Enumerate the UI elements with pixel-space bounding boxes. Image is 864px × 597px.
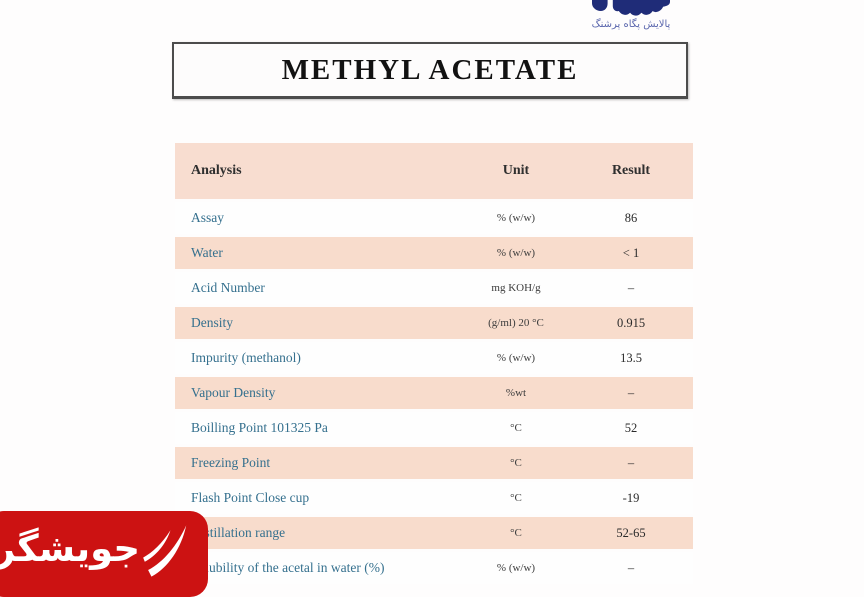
cell-unit: % (w/w) <box>496 247 536 259</box>
watermark-swoosh-icon <box>143 525 187 577</box>
table-row: Acid Number mg KOH/g – <box>175 272 693 304</box>
cell-unit: (g/ml) 20 °C <box>488 317 544 329</box>
table-row: Vapour Density %wt – <box>175 377 693 409</box>
table-row: Freezing Point °C – <box>175 447 693 479</box>
cell-spacer <box>665 377 693 409</box>
title-box: METHYL ACETATE <box>172 42 688 99</box>
table-row: Flash Point Close cup °C -19 <box>175 482 693 514</box>
table-row: Distillation range °C 52-65 <box>175 517 693 549</box>
cell-analysis: Impurity (methanol) <box>191 350 301 365</box>
cell-result: – <box>627 560 635 575</box>
cell-result: 13.5 <box>620 350 642 365</box>
cell-spacer <box>665 342 693 374</box>
header-spacer <box>665 143 693 199</box>
cell-analysis: Water <box>191 245 223 260</box>
table-header-row: Analysis Unit Result <box>175 143 693 199</box>
cell-unit: % (w/w) <box>496 352 536 364</box>
cell-result: – <box>627 385 635 400</box>
cell-unit: % (w/w) <box>496 562 536 574</box>
cell-analysis: Assay <box>191 210 224 225</box>
cell-result: – <box>627 455 635 470</box>
company-logo: پالایش پگاه پرشنگ <box>575 0 687 30</box>
cell-unit: °C <box>510 457 522 469</box>
table-body: Assay % (w/w) 86 Water % (w/w) < 1 Acid … <box>175 202 693 584</box>
cell-analysis: Freezing Point <box>191 455 271 470</box>
cell-unit: % (w/w) <box>496 212 536 224</box>
cell-unit: %wt <box>505 387 527 399</box>
cell-result: – <box>627 280 635 295</box>
company-logo-icon <box>592 0 670 16</box>
cell-spacer <box>665 237 693 269</box>
cell-unit: °C <box>510 527 522 539</box>
document-page: پالایش پگاه پرشنگ METHYL ACETATE Analysi… <box>0 0 693 597</box>
table-row: Water % (w/w) < 1 <box>175 237 693 269</box>
cell-unit: mg KOH/g <box>491 282 541 294</box>
cell-spacer <box>665 552 693 584</box>
cell-unit: °C <box>510 492 522 504</box>
page-title: METHYL ACETATE <box>281 53 579 86</box>
cell-spacer <box>665 482 693 514</box>
cell-analysis: Solubility of the acetal in water (%) <box>191 560 385 575</box>
header-result: Result <box>611 163 651 178</box>
cell-analysis: Flash Point Close cup <box>191 490 310 505</box>
cell-analysis: Density <box>191 315 233 330</box>
cell-spacer <box>665 517 693 549</box>
cell-result: 52-65 <box>616 525 646 540</box>
table-row: Impurity (methanol) % (w/w) 13.5 <box>175 342 693 374</box>
cell-spacer <box>665 202 693 234</box>
cell-result: 0.915 <box>616 315 646 330</box>
cell-result: 52 <box>624 420 638 435</box>
table-row: Boilling Point 101325 Pa °C 52 <box>175 412 693 444</box>
cell-spacer <box>665 412 693 444</box>
cell-unit: °C <box>510 422 522 434</box>
table-row: Solubility of the acetal in water (%) % … <box>175 552 693 584</box>
spec-table: Analysis Unit Result Assay % (w/w) 86 Wa… <box>175 140 693 587</box>
cell-analysis: Boilling Point 101325 Pa <box>191 420 328 435</box>
cell-spacer <box>665 272 693 304</box>
table-row: Density (g/ml) 20 °C 0.915 <box>175 307 693 339</box>
cell-analysis: Vapour Density <box>191 385 276 400</box>
cell-analysis: Distillation range <box>191 525 286 540</box>
watermark-text: جویشگر <box>0 526 140 570</box>
table-row: Assay % (w/w) 86 <box>175 202 693 234</box>
cell-spacer <box>665 447 693 479</box>
cell-spacer <box>665 307 693 339</box>
cell-result: < 1 <box>622 245 640 260</box>
header-analysis: Analysis <box>191 163 242 178</box>
header-unit: Unit <box>502 163 530 178</box>
watermark-badge: جویشگر <box>0 511 208 597</box>
cell-analysis: Acid Number <box>191 280 265 295</box>
company-logo-caption: پالایش پگاه پرشنگ <box>591 19 671 30</box>
cell-result: -19 <box>622 490 640 505</box>
cell-result: 86 <box>624 210 638 225</box>
